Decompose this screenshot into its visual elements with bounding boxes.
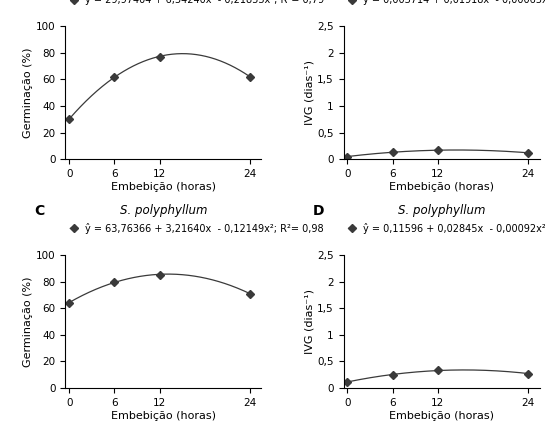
Text: ŷ = 0,003714 + 0,01918x  - 0,00065x²; R²= 0,86: ŷ = 0,003714 + 0,01918x - 0,00065x²; R²=… [363,0,545,5]
Text: C: C [34,204,44,218]
X-axis label: Embebição (horas): Embebição (horas) [111,411,216,421]
X-axis label: Embebição (horas): Embebição (horas) [111,182,216,192]
Text: ŷ = 63,76366 + 3,21640x  - 0,12149x²; R²= 0,98: ŷ = 63,76366 + 3,21640x - 0,12149x²; R²=… [85,223,324,234]
Y-axis label: IVG (dias⁻¹): IVG (dias⁻¹) [305,289,314,354]
Text: D: D [312,204,324,218]
Text: ŷ = 29,97404 + 6,54240x  - 0,21853x²; R²= 0,79: ŷ = 29,97404 + 6,54240x - 0,21853x²; R²=… [85,0,324,5]
Text: S. polyphyllum: S. polyphyllum [119,204,207,218]
Text: ŷ = 0,11596 + 0,02845x  - 0,00092x²; R²= 0,99: ŷ = 0,11596 + 0,02845x - 0,00092x²; R²= … [363,223,545,234]
Y-axis label: Germinação (%): Germinação (%) [23,276,33,367]
X-axis label: Embebição (horas): Embebição (horas) [389,411,494,421]
Y-axis label: IVG (dias⁻¹): IVG (dias⁻¹) [305,60,314,125]
X-axis label: Embebição (horas): Embebição (horas) [389,182,494,192]
Y-axis label: Germinação (%): Germinação (%) [23,48,33,138]
Text: S. polyphyllum: S. polyphyllum [398,204,486,218]
